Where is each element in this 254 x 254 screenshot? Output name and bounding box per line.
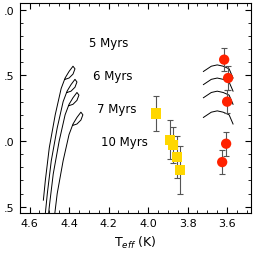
Point xyxy=(223,142,227,146)
Text: 5 Myrs: 5 Myrs xyxy=(88,37,128,50)
Text: 7 Myrs: 7 Myrs xyxy=(96,102,136,115)
X-axis label: T$_{eff}$ (K): T$_{eff}$ (K) xyxy=(114,234,156,250)
Point xyxy=(177,168,181,172)
Point xyxy=(167,138,171,142)
Point xyxy=(174,155,178,159)
Point xyxy=(224,100,228,104)
Text: 6 Myrs: 6 Myrs xyxy=(92,70,132,83)
Point xyxy=(219,161,223,165)
Text: 10 Myrs: 10 Myrs xyxy=(100,135,147,148)
Point xyxy=(153,112,157,116)
Point xyxy=(221,58,225,62)
Point xyxy=(170,144,174,148)
Point xyxy=(225,77,229,81)
